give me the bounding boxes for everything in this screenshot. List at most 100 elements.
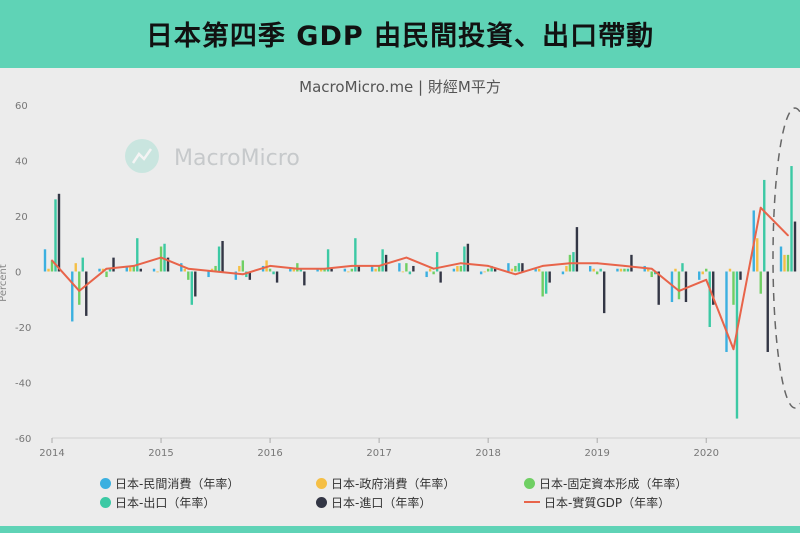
bar-imports <box>766 271 769 352</box>
bar-imports <box>793 221 797 272</box>
bar-exports <box>163 243 166 272</box>
bar-imports <box>602 271 606 314</box>
bar-private-consumption <box>152 268 156 272</box>
bar-private-consumption <box>698 271 701 280</box>
bar-gov-consumption <box>647 268 650 272</box>
bar-exports <box>54 199 57 272</box>
bar-exports <box>217 246 221 272</box>
bar-imports <box>575 227 579 272</box>
gdp-point <box>187 267 190 270</box>
bar-private-consumption <box>43 249 47 272</box>
gdp-point <box>623 265 626 267</box>
legend-label: 日本-政府消費（年率） <box>331 476 456 491</box>
bar-gov-consumption <box>619 268 623 272</box>
bar-imports <box>166 257 170 272</box>
bar-imports <box>712 271 715 305</box>
bar-series <box>43 166 797 419</box>
bar-fixed-capital <box>595 271 599 275</box>
legend-item[interactable]: 日本-民間消費（年率） <box>100 474 239 492</box>
x-tick-label: 2016 <box>257 448 282 459</box>
bar-exports <box>408 271 412 275</box>
legend-item[interactable]: 日本-實質GDP（年率） <box>524 493 670 511</box>
bar-fixed-capital <box>105 271 108 278</box>
gdp-point <box>323 267 326 270</box>
bar-gov-consumption <box>292 268 296 272</box>
x-tick-label: 2020 <box>694 448 719 459</box>
legend-item[interactable]: 日本-固定資本形成（年率） <box>524 474 687 492</box>
bar-fixed-capital <box>377 265 381 272</box>
bar-fixed-capital <box>786 254 790 272</box>
gdp-point <box>596 262 599 265</box>
bar-gov-consumption <box>210 268 214 272</box>
bar-gov-consumption <box>510 268 514 272</box>
bar-gov-consumption <box>756 238 759 272</box>
y-axis-ticks: -60 -40 -20 0 20 40 60 <box>15 101 31 445</box>
bar-exports <box>136 238 139 272</box>
gdp-point <box>541 265 544 267</box>
bar-exports <box>299 268 303 272</box>
y-tick-label: 20 <box>15 212 28 223</box>
legend-item[interactable]: 日本-出口（年率） <box>100 493 215 511</box>
bar-fixed-capital <box>132 265 135 272</box>
bar-imports <box>466 243 470 272</box>
bar-exports <box>463 246 466 272</box>
bar-gov-consumption <box>483 271 486 273</box>
gdp-point <box>296 267 299 270</box>
bar-fixed-capital <box>514 265 517 272</box>
legend-dot-swatch <box>524 477 535 489</box>
gdp-point <box>732 348 735 351</box>
bar-exports <box>245 271 248 278</box>
legend-label: 日本-出口（年率） <box>115 495 216 510</box>
bar-private-consumption <box>234 271 238 280</box>
gdp-point <box>105 267 108 270</box>
bar-gov-consumption <box>592 268 595 272</box>
bar-private-consumption <box>343 268 347 272</box>
gdp-point <box>405 256 408 259</box>
bar-exports <box>190 271 193 305</box>
bar-exports <box>108 268 112 272</box>
bar-private-consumption <box>534 268 537 272</box>
legend-label: 日本-實質GDP（年率） <box>544 495 671 510</box>
chart-title: MacroMicro.me | 財經M平方 <box>299 78 501 96</box>
bar-gov-consumption <box>783 254 786 272</box>
legend-dot-swatch <box>100 477 111 489</box>
bar-fixed-capital <box>650 271 653 278</box>
bar-gov-consumption <box>129 265 132 272</box>
logo-chart-glyph <box>131 148 153 164</box>
gdp-point <box>569 262 571 265</box>
headline-bar: 日本第四季 GDP 由民間投資、出口帶動 <box>0 0 800 66</box>
x-tick-label: 2019 <box>584 448 609 459</box>
bar-exports <box>763 179 766 272</box>
bar-imports <box>493 268 497 272</box>
macromicro-logo-icon <box>125 139 159 173</box>
bar-exports <box>708 271 711 327</box>
gdp-point <box>650 267 653 270</box>
legend-dot-swatch <box>100 496 111 508</box>
highlight-ellipse <box>772 107 800 409</box>
bar-private-consumption <box>71 271 74 322</box>
bar-gov-consumption <box>156 271 159 273</box>
bar-fixed-capital <box>677 271 681 300</box>
bar-imports <box>194 271 197 297</box>
gdp-point <box>378 265 381 267</box>
legend-item[interactable]: 日本-政府消費（年率） <box>316 474 455 492</box>
x-tick-label: 2017 <box>366 448 391 459</box>
bar-gov-consumption <box>728 268 732 272</box>
bar-fixed-capital <box>405 263 408 272</box>
bar-gov-consumption <box>428 268 432 272</box>
gdp-point <box>432 267 435 270</box>
bar-imports <box>57 193 61 272</box>
bottom-strip <box>0 526 800 533</box>
bar-fixed-capital <box>759 271 762 294</box>
bar-private-consumption <box>479 271 483 275</box>
x-axis-ticks: 2014 2015 2016 2017 2018 2019 2020 <box>39 437 800 459</box>
bar-imports <box>739 271 742 280</box>
bar-imports <box>357 265 361 272</box>
bar-gov-consumption <box>701 271 704 275</box>
bar-imports <box>657 271 660 305</box>
gdp-point <box>78 290 81 292</box>
bar-private-consumption <box>452 268 456 272</box>
bar-private-consumption <box>588 265 592 272</box>
legend-item[interactable]: 日本-進口（年率） <box>316 493 431 511</box>
gdp-point <box>514 273 517 276</box>
